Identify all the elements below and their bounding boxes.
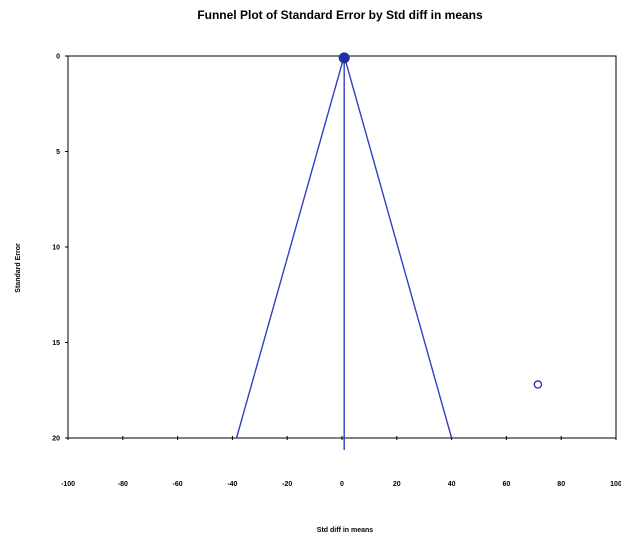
y-axis-ticks: 0 5 10 15 20 [52,54,68,443]
funnel-lines [235,55,453,450]
x-tick-label: -40 [227,481,237,488]
x-tick-label: 40 [448,481,456,488]
x-tick-label: -100 [61,481,75,488]
x-tick-label: 100 [610,481,621,488]
summary-effect-point [338,52,350,64]
y-tick-label: 0 [56,54,60,61]
y-axis-label: Standard Error [15,243,22,293]
x-tick-label: -20 [282,481,292,488]
x-axis-label: Std diff in means [317,527,374,534]
y-tick-label: 20 [52,436,60,443]
funnel-right-line [343,55,453,439]
study-point [533,380,543,389]
y-tick-label: 5 [56,149,60,156]
x-tick-label: 60 [503,481,511,488]
y-tick-label: 10 [52,245,60,252]
plot-frame [67,55,617,439]
x-tick-label: -80 [118,481,128,488]
x-tick-label: 20 [393,481,401,488]
chart-title: Funnel Plot of Standard Error by Std dif… [197,8,483,22]
funnel-left-line [235,55,345,439]
y-tick-label: 15 [52,340,60,347]
x-tick-label: 0 [340,481,344,488]
x-axis-ticks: -100 -80 -60 -40 -20 0 20 40 60 80 100 [61,436,621,488]
data-points [338,52,543,389]
x-tick-label: -60 [173,481,183,488]
x-tick-label: 80 [557,481,565,488]
